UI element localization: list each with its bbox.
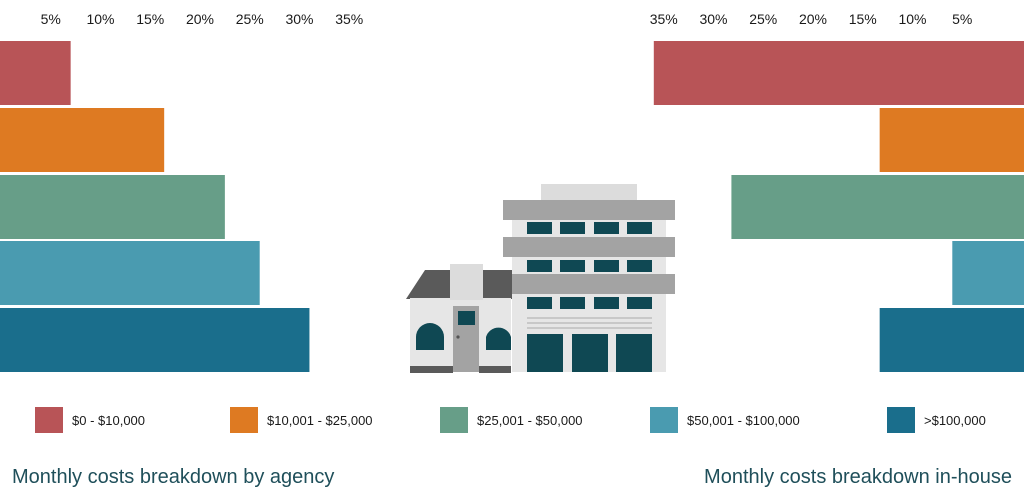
right-bar (879, 108, 1024, 172)
legend-item: $0 - $10,000 (35, 407, 145, 433)
left-bar-group (0, 41, 310, 372)
right-tick-label: 20% (799, 11, 827, 27)
legend-swatch (230, 407, 258, 433)
right-tick-label: 30% (699, 11, 727, 27)
right-chart-title: Monthly costs breakdown in-house (704, 466, 1012, 488)
legend-swatch (650, 407, 678, 433)
legend-swatch (887, 407, 915, 433)
legend-label: $10,001 - $25,000 (267, 412, 373, 428)
right-tick-label: 15% (849, 11, 877, 27)
legend-label: $50,001 - $100,000 (687, 412, 800, 428)
right-bar (879, 308, 1024, 372)
left-bar (0, 108, 165, 172)
legend-swatch (440, 407, 468, 433)
buildings-icon (406, 184, 675, 373)
left-tick-label: 35% (335, 11, 363, 27)
legend-label: >$100,000 (924, 412, 986, 428)
legend-swatch (35, 407, 63, 433)
left-tick-label: 15% (136, 11, 164, 27)
left-bar (0, 241, 260, 305)
legend-item: $10,001 - $25,000 (230, 407, 373, 433)
right-bar (653, 41, 1024, 105)
left-bar (0, 308, 310, 372)
left-tick-label: 20% (186, 11, 214, 27)
left-tick-label: 30% (285, 11, 313, 27)
right-bar-group (653, 41, 1024, 372)
left-bar (0, 41, 71, 105)
legend-label: $25,001 - $50,000 (477, 412, 583, 428)
legend-item: >$100,000 (887, 407, 986, 433)
right-axis-ticks: 35% 30% 25% 20% 15% 10% 5% (650, 11, 973, 27)
left-tick-label: 10% (86, 11, 114, 27)
right-bar (731, 175, 1024, 239)
left-bar (0, 175, 225, 239)
right-tick-label: 5% (952, 11, 972, 27)
left-axis-ticks: 5% 10% 15% 20% 25% 30% 35% (41, 11, 364, 27)
legend-item: $25,001 - $50,000 (440, 407, 583, 433)
legend-item: $50,001 - $100,000 (650, 407, 800, 433)
left-tick-label: 5% (41, 11, 61, 27)
right-tick-label: 25% (749, 11, 777, 27)
left-tick-label: 25% (236, 11, 264, 27)
right-bar (952, 241, 1024, 305)
left-chart-title: Monthly costs breakdown by agency (12, 466, 335, 488)
right-tick-label: 35% (650, 11, 678, 27)
right-tick-label: 10% (898, 11, 926, 27)
legend-label: $0 - $10,000 (72, 412, 146, 428)
